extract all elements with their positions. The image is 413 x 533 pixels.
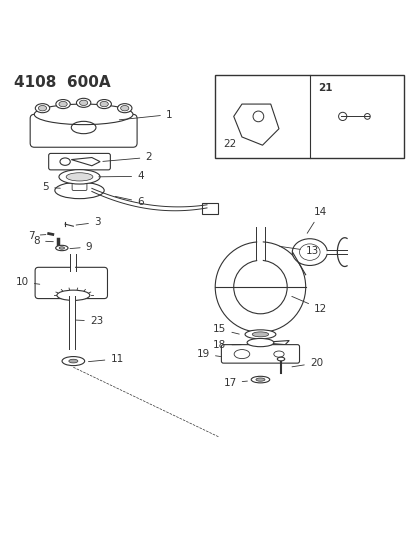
Ellipse shape: [251, 376, 269, 383]
Text: 15: 15: [213, 324, 239, 334]
Text: 23: 23: [76, 316, 103, 326]
Ellipse shape: [255, 378, 264, 381]
Text: 9: 9: [70, 242, 92, 252]
Ellipse shape: [100, 101, 108, 107]
Ellipse shape: [273, 351, 283, 357]
Text: 11: 11: [88, 354, 123, 364]
Bar: [215, 75, 404, 158]
Text: 7: 7: [28, 231, 46, 240]
Ellipse shape: [59, 101, 67, 107]
Text: 20: 20: [291, 358, 322, 368]
Text: 5: 5: [43, 182, 60, 192]
Ellipse shape: [234, 350, 249, 359]
Ellipse shape: [62, 357, 84, 366]
Text: 21: 21: [317, 83, 331, 93]
Ellipse shape: [35, 103, 50, 112]
Ellipse shape: [76, 98, 90, 107]
Text: 2: 2: [102, 152, 152, 163]
Text: 18: 18: [213, 340, 241, 350]
Ellipse shape: [244, 330, 275, 339]
FancyBboxPatch shape: [49, 154, 110, 170]
Ellipse shape: [247, 338, 273, 346]
Ellipse shape: [56, 100, 70, 109]
Ellipse shape: [55, 182, 104, 199]
Polygon shape: [71, 158, 100, 166]
Ellipse shape: [252, 332, 268, 337]
FancyBboxPatch shape: [35, 268, 107, 298]
Ellipse shape: [292, 239, 327, 265]
Ellipse shape: [97, 100, 111, 109]
Ellipse shape: [38, 106, 47, 111]
Text: 6: 6: [115, 196, 143, 207]
Text: 8: 8: [33, 236, 53, 246]
Text: 12: 12: [291, 296, 326, 314]
Text: 22: 22: [223, 139, 236, 149]
Ellipse shape: [117, 103, 132, 112]
Ellipse shape: [277, 357, 284, 361]
Text: 4108  600A: 4108 600A: [14, 75, 110, 90]
Ellipse shape: [60, 158, 70, 165]
FancyBboxPatch shape: [221, 345, 299, 363]
Text: 14: 14: [306, 207, 326, 233]
Ellipse shape: [57, 290, 90, 301]
Ellipse shape: [34, 104, 133, 125]
Text: 17: 17: [223, 378, 247, 387]
Ellipse shape: [120, 106, 128, 111]
Ellipse shape: [69, 359, 78, 363]
Text: 10: 10: [16, 277, 40, 287]
Ellipse shape: [66, 173, 93, 181]
Text: 1: 1: [119, 110, 172, 120]
Text: 13: 13: [279, 246, 318, 256]
FancyBboxPatch shape: [72, 181, 87, 190]
Polygon shape: [260, 341, 289, 345]
Ellipse shape: [59, 169, 100, 184]
Text: 3: 3: [76, 217, 100, 228]
Text: 4: 4: [99, 171, 143, 181]
Text: 19: 19: [196, 349, 220, 359]
FancyBboxPatch shape: [202, 203, 218, 214]
Ellipse shape: [59, 247, 64, 249]
Ellipse shape: [79, 100, 88, 106]
FancyBboxPatch shape: [30, 115, 137, 147]
Ellipse shape: [55, 245, 68, 251]
